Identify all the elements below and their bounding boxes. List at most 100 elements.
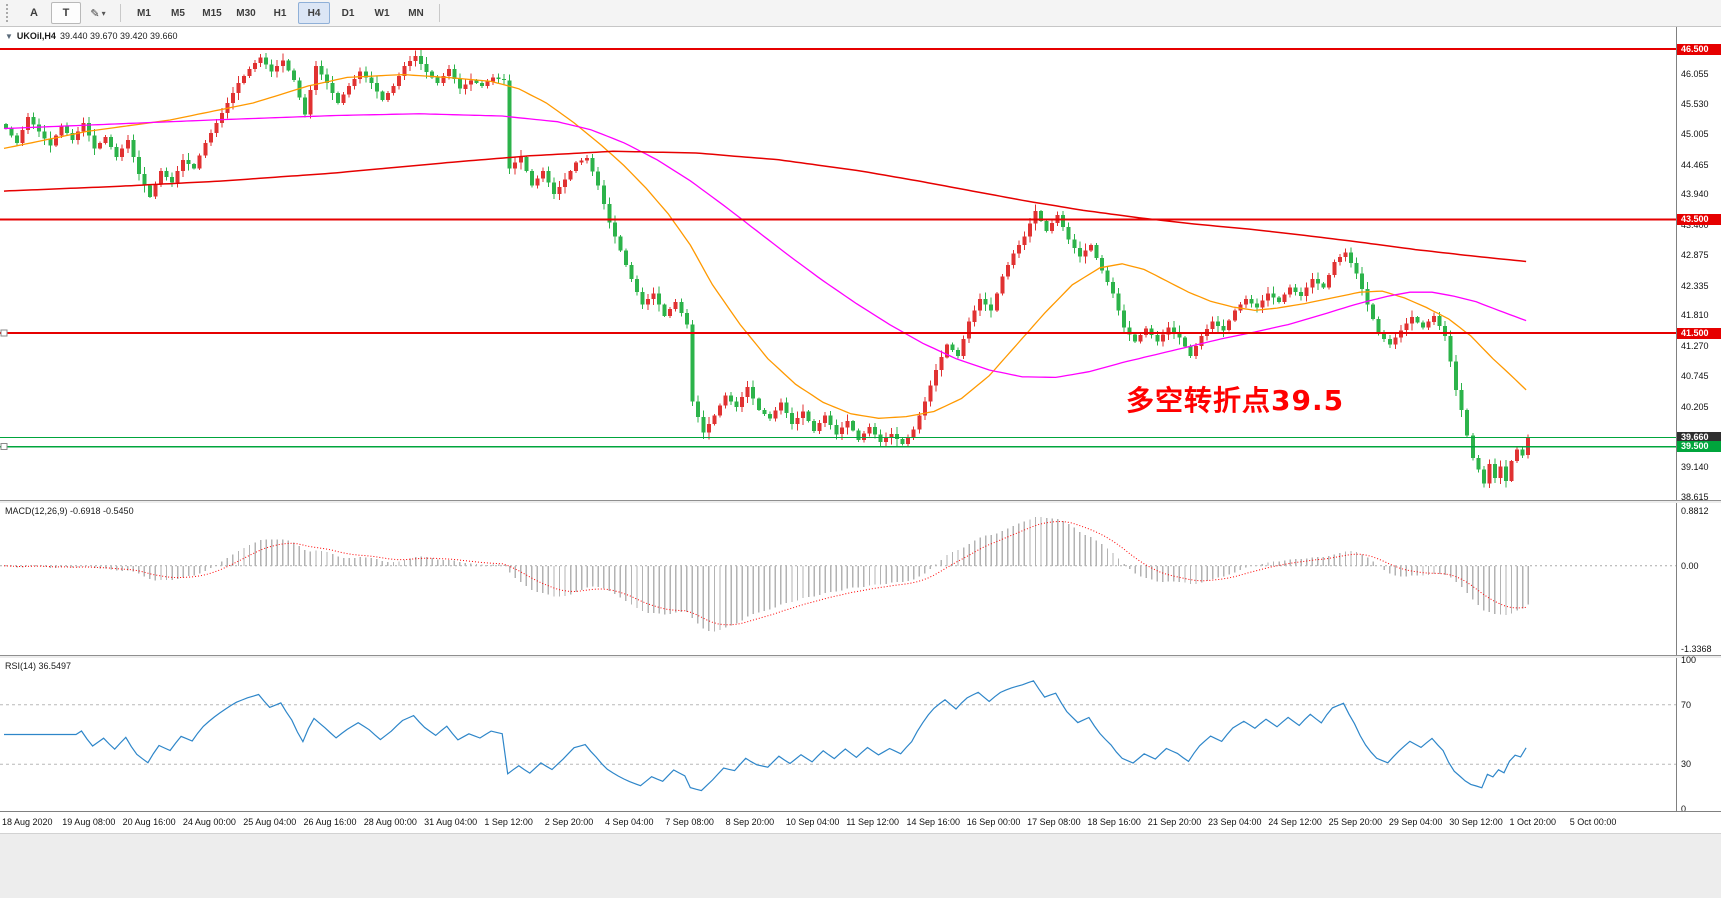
text-tool-button[interactable]: T xyxy=(51,2,81,24)
time-axis-label: 31 Aug 04:00 xyxy=(424,817,478,827)
time-axis-label: 29 Sep 04:00 xyxy=(1388,817,1443,827)
time-axis-label: 10 Sep 04:00 xyxy=(785,817,840,827)
time-axis-label: 21 Sep 20:00 xyxy=(1147,817,1202,827)
axis-tick-label: 38.615 xyxy=(1681,492,1709,503)
time-axis-label: 25 Sep 20:00 xyxy=(1328,817,1383,827)
toolbar-separator xyxy=(120,4,121,22)
timeframe-button-D1[interactable]: D1 xyxy=(341,7,355,19)
time-axis-label: 2 Sep 20:00 xyxy=(544,817,594,827)
price-axis[interactable]: 46.055 45.530 45.005 44.465 43.940 43.400 42.8… xyxy=(1676,27,1721,503)
timeframe-button-H1[interactable]: H1 xyxy=(273,7,287,19)
timeframe-button-W1[interactable]: W1 xyxy=(374,7,390,19)
axis-tick-label: 40.745 xyxy=(1681,370,1709,381)
top-toolbar: A T ✎ ▾ M1 M5 M15 M30 H1 H4 D1 W1 MN xyxy=(0,0,1721,27)
pane-separator[interactable] xyxy=(0,655,1721,658)
symbol-title: ▼ UKOil,H4 39.440 39.670 39.420 39.660 xyxy=(5,31,178,41)
timeframe-button-MN[interactable]: MN xyxy=(408,7,424,19)
timeframe-button-M15[interactable]: M15 xyxy=(202,7,222,19)
axis-tick-label: 39.140 xyxy=(1681,462,1709,473)
rsi-pane-canvas[interactable] xyxy=(0,658,1676,811)
timeframe-group: M1 M5 M15 M30 H1 H4 D1 W1 MN xyxy=(127,2,433,24)
axis-tick-label: 45.005 xyxy=(1681,128,1709,139)
axis-tick-label: 46.055 xyxy=(1681,69,1709,80)
price-label-box: 46.500 xyxy=(1677,43,1721,55)
time-axis-label: 30 Sep 12:00 xyxy=(1449,817,1503,827)
time-axis-label: 5 Oct 00:00 xyxy=(1569,817,1617,827)
price-label-box: 41.500 xyxy=(1677,327,1721,339)
axis-tick-label: 30 xyxy=(1681,759,1692,770)
line-handle xyxy=(0,329,8,337)
timeframe-button-M5[interactable]: M5 xyxy=(171,7,185,19)
time-axis-label: 24 Sep 12:00 xyxy=(1268,817,1322,827)
time-axis-label: 8 Sep 20:00 xyxy=(725,817,775,827)
draw-tool-button[interactable]: ✎ ▾ xyxy=(83,2,113,24)
time-axis-label: 23 Sep 04:00 xyxy=(1208,817,1262,827)
rsi-axis[interactable]: 100 70 30 0 xyxy=(1676,655,1721,814)
axis-tick-label: 45.530 xyxy=(1681,99,1709,110)
chevron-down-icon: ▾ xyxy=(101,8,106,18)
time-axis[interactable]: 18 Aug 2020 19 Aug 08:00 20 Aug 16:00 24 Au… xyxy=(0,811,1721,833)
pencil-icon: ✎ xyxy=(90,7,100,20)
line-handle xyxy=(0,443,8,451)
axis-tick-label: 100 xyxy=(1681,655,1697,665)
pane-separator[interactable] xyxy=(0,500,1721,503)
time-axis-label: 11 Sep 12:00 xyxy=(846,817,900,827)
time-axis-label: 18 Sep 16:00 xyxy=(1087,817,1141,827)
time-axis-label: 4 Sep 04:00 xyxy=(605,817,654,827)
macd-signal-line xyxy=(3,520,1527,626)
one-click-trading-toggle-icon[interactable]: ▼ xyxy=(5,31,13,41)
rsi-title: RSI(14) 36.5497 xyxy=(5,661,72,671)
axis-tick-label: 0.00 xyxy=(1681,560,1699,571)
time-axis-label: 14 Sep 16:00 xyxy=(906,817,961,827)
price-label-box: 39.500 xyxy=(1677,441,1721,453)
axis-tick-label: 41.270 xyxy=(1681,341,1709,352)
time-axis-label: 1 Sep 12:00 xyxy=(484,817,533,827)
axis-tick-label: 70 xyxy=(1681,699,1692,710)
axis-tick-label: 43.940 xyxy=(1681,189,1709,200)
cursor-tool-button[interactable]: A xyxy=(30,7,38,19)
timeframe-button-H4[interactable]: H4 xyxy=(298,2,330,24)
axis-tick-label: -1.3368 xyxy=(1681,644,1712,654)
bottom-strip xyxy=(0,833,1721,898)
toolbar-separator xyxy=(439,4,440,22)
candles xyxy=(4,49,1531,489)
time-axis-label: 16 Sep 00:00 xyxy=(966,817,1021,827)
axis-tick-label: 42.875 xyxy=(1681,249,1709,260)
price-label-box: 39.660 xyxy=(1677,432,1721,444)
time-axis-label: 7 Sep 08:00 xyxy=(665,817,714,827)
price-label-box: 43.500 xyxy=(1677,213,1721,225)
main-chart-canvas[interactable] xyxy=(0,27,1676,500)
timeframe-button-M1[interactable]: M1 xyxy=(137,7,151,19)
time-axis-label: 28 Aug 00:00 xyxy=(363,817,417,827)
timeframe-button-M30[interactable]: M30 xyxy=(236,7,256,19)
axis-tick-label: 44.465 xyxy=(1681,159,1709,170)
ohlc-values: 39.440 39.670 39.420 39.660 xyxy=(59,31,178,41)
time-axis-label: 25 Aug 04:00 xyxy=(243,817,297,827)
rsi-line xyxy=(4,680,1527,792)
time-axis-label: 24 Aug 00:00 xyxy=(182,817,236,827)
macd-histogram xyxy=(10,516,1529,632)
axis-tick-label: 41.810 xyxy=(1681,310,1709,321)
axis-tick-label: 43.400 xyxy=(1681,220,1709,231)
axis-tick-label: 40.205 xyxy=(1681,401,1709,412)
ma-fast-line xyxy=(3,73,1527,419)
chart-text-annotation[interactable]: 多空转折点39.5 xyxy=(1126,384,1345,417)
macd-title: MACD(12,26,9) -0.6918 -0.5450 xyxy=(5,506,134,516)
ma-slow-line xyxy=(3,150,1527,263)
time-axis-label: 20 Aug 16:00 xyxy=(122,817,176,827)
axis-tick-label: 0.8812 xyxy=(1681,506,1709,516)
time-axis-label: 26 Aug 16:00 xyxy=(303,817,357,827)
time-axis-label: 1 Oct 20:00 xyxy=(1509,817,1557,827)
macd-pane-canvas[interactable] xyxy=(0,503,1676,655)
macd-axis[interactable]: 0.8812 0.00 -1.3368 xyxy=(1676,503,1721,655)
axis-tick-label: 42.335 xyxy=(1681,280,1709,291)
horizontal-lines[interactable] xyxy=(0,48,1676,451)
axis-tick-label: 0 xyxy=(1681,804,1687,814)
ma-mid-line xyxy=(3,113,1527,379)
time-axis-label: 17 Sep 08:00 xyxy=(1027,817,1081,827)
toolbar-grip[interactable] xyxy=(6,4,12,22)
symbol-period-label: UKOil,H4 xyxy=(16,31,56,41)
time-axis-label: 19 Aug 08:00 xyxy=(62,817,116,827)
time-axis-label: 18 Aug 2020 xyxy=(2,817,53,827)
